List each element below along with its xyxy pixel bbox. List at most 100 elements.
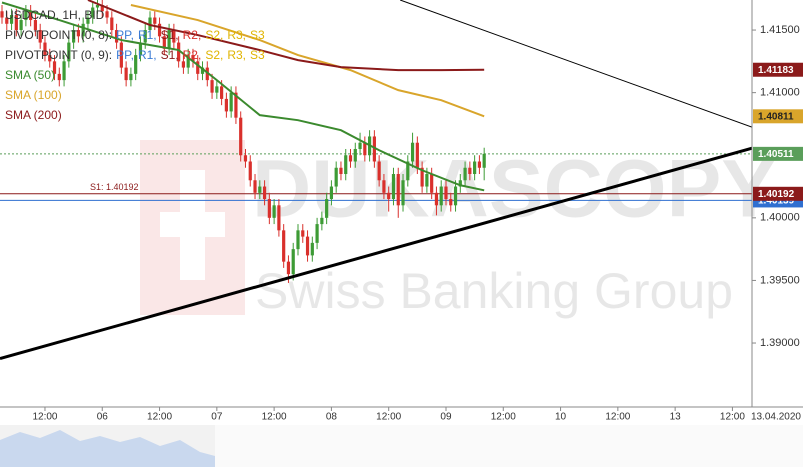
candle-body	[353, 148, 357, 162]
candle-body	[210, 80, 214, 93]
candle-body	[129, 73, 133, 81]
candle-body	[391, 174, 396, 200]
indicator-part: R3,	[227, 28, 246, 42]
indicator-name: PIVOTPOINT (0, 8):	[5, 28, 112, 42]
candle-body	[339, 167, 343, 175]
sma-line	[1, 1, 485, 192]
price-tag	[753, 146, 803, 161]
y-tick-label: 1.41500	[760, 24, 800, 36]
watermark-text: DUKASCOPY	[252, 144, 776, 235]
x-tick-label: 12:00	[262, 412, 287, 423]
candle-body	[157, 23, 162, 37]
candle-body	[114, 30, 119, 43]
candle-body	[344, 155, 348, 175]
indicator-legend: PIVOTPOINT (0, 9): PP, R1, S1, R2, S2, R3, S3	[5, 48, 265, 62]
candle-body	[277, 205, 281, 231]
sma-line	[87, 0, 485, 72]
candle-body	[105, 11, 109, 18]
candle-body	[382, 180, 386, 193]
candle-body	[162, 36, 166, 49]
candle-body	[363, 142, 367, 156]
level-label: S1: 1.40192	[90, 182, 139, 192]
candle-body	[91, 7, 95, 18]
price-tag	[753, 186, 803, 201]
candle-body	[420, 167, 424, 187]
candle-body	[329, 186, 334, 200]
candle-body	[43, 42, 47, 56]
legend-entry: SMA (200)	[5, 108, 62, 122]
watermark: DUKASCOPY Swiss Banking Group	[140, 140, 776, 319]
candle-body	[153, 17, 157, 24]
y-tick-label: 1.39500	[760, 274, 800, 286]
candle-body	[196, 61, 200, 74]
candle-body	[239, 117, 243, 156]
x-tick-label: 12:00	[720, 412, 745, 423]
candle-body	[229, 92, 233, 112]
candle-body	[396, 174, 400, 206]
price-tag-label: 1.40192	[758, 189, 795, 200]
candle-body	[439, 186, 443, 206]
candle-body	[57, 73, 61, 81]
candle-body	[181, 61, 186, 68]
candle-body	[477, 161, 482, 168]
indicator-part: R2,	[183, 28, 202, 42]
price-tag-label: 1.40511	[758, 149, 794, 160]
candle-body	[19, 20, 23, 31]
candle-body	[52, 61, 57, 74]
candle-body	[258, 186, 262, 193]
candle-body	[29, 11, 33, 21]
candle-body	[401, 180, 405, 206]
candle-body	[348, 155, 353, 162]
indicator-legend: PIVOTPOINT (0, 8): PP, R1, S1, R2, S2, R3, S3	[5, 28, 265, 42]
trendline	[0, 146, 752, 360]
price-tag-label: 1.41183	[758, 65, 794, 76]
candle-body	[305, 236, 310, 256]
indicator-part: S3	[250, 28, 265, 42]
price-tag-label: 1.40139	[758, 196, 795, 207]
candle-body	[473, 161, 477, 175]
legend-entry: SMA (50)	[5, 68, 55, 82]
candle-body	[468, 167, 472, 175]
candle-body	[358, 142, 362, 149]
indicator-part: R2,	[183, 48, 202, 62]
candle-body	[172, 30, 176, 43]
candle-body	[415, 142, 419, 168]
x-tick-label: 07	[211, 412, 223, 423]
candle-body	[430, 174, 434, 193]
y-tick-label: 1.41000	[760, 87, 800, 99]
x-tick-label: 09	[440, 412, 452, 423]
candle-body	[134, 55, 138, 74]
indicator-part: S2,	[205, 28, 223, 42]
sma-line	[130, 4, 485, 118]
x-tick-label: 06	[97, 412, 109, 423]
x-end-label: 13.04.2020	[751, 412, 801, 423]
watermark-logo-cross	[160, 212, 225, 237]
candle-body	[286, 261, 291, 275]
candle-body	[38, 30, 42, 43]
candle-body	[220, 86, 224, 99]
x-tick-label: 12:00	[491, 412, 516, 423]
indicator-name: PIVOTPOINT (0, 9):	[5, 48, 112, 62]
candle-body	[325, 199, 329, 218]
candle-body	[62, 61, 66, 81]
x-tick-label: 10	[555, 412, 567, 423]
candle-body	[24, 11, 28, 21]
candle-body	[449, 199, 453, 206]
candle-body	[301, 230, 305, 237]
candle-body	[81, 23, 85, 37]
candle-body	[67, 42, 71, 62]
candle-body	[243, 155, 248, 162]
candle-body	[425, 174, 429, 187]
candle-body	[291, 249, 295, 275]
candle-body	[253, 180, 257, 193]
candle-body	[191, 55, 195, 62]
candle-body	[0, 11, 4, 18]
candle-body	[444, 186, 448, 200]
x-tick-label: 12:00	[605, 412, 630, 423]
candle-body	[267, 199, 271, 218]
indicator-part: R3,	[227, 48, 246, 62]
candle-body	[320, 217, 324, 225]
chart-title: USDCAD, 1H, BID	[5, 8, 105, 22]
candle-body	[248, 161, 252, 181]
candle-body	[453, 186, 458, 206]
